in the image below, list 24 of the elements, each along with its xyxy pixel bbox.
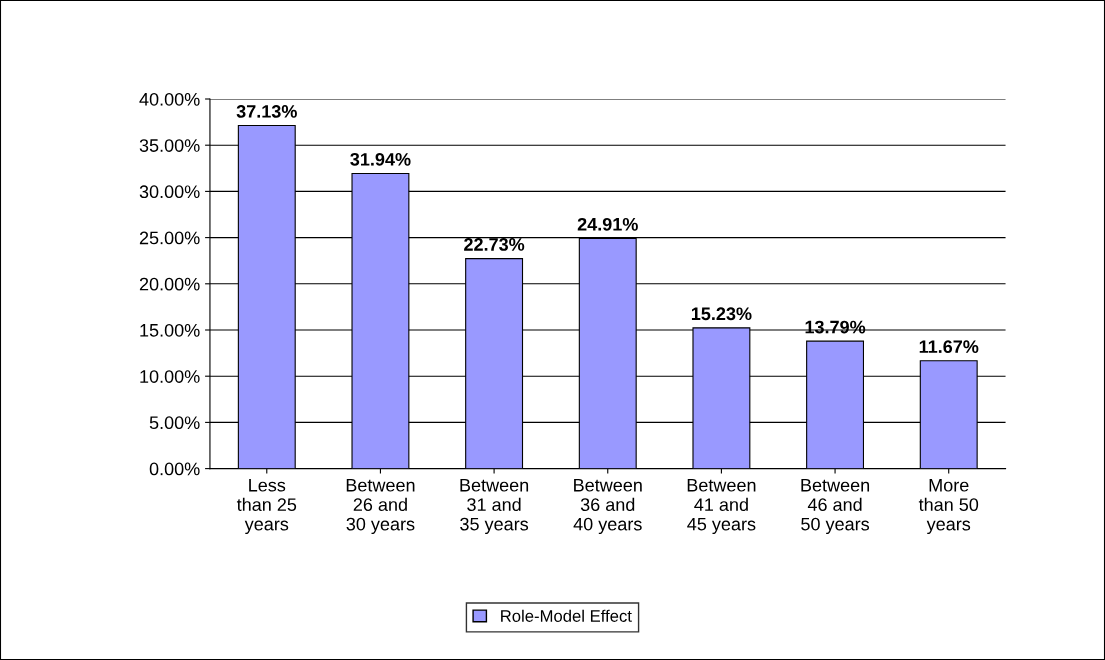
data-label: 37.13% [236, 105, 297, 118]
data-label: 24.91% [577, 217, 638, 231]
x-tick-label: Between 46 and 50 years [801, 478, 870, 535]
y-tick-label: 30.00% [139, 185, 200, 199]
y-tick-label: 35.00% [139, 139, 200, 152]
x-tick-label: Between 31 and 35 years [460, 478, 529, 535]
y-tick-label: 10.00% [140, 370, 200, 383]
legend-label: Role-Model Effect [501, 609, 632, 622]
x-tick-label: Between 26 and 30 years [346, 478, 415, 535]
data-label: 15.23% [691, 307, 752, 321]
x-tick-label: Less than 25 years [236, 478, 297, 535]
y-tick-label: 40.00% [139, 92, 200, 106]
data-label: 13.79% [805, 320, 866, 334]
y-tick-label: 25.00% [139, 231, 200, 245]
data-label: 31.94% [350, 152, 411, 166]
data-label: 22.73% [464, 238, 525, 251]
x-tick-label: Between 41 and 45 years [687, 478, 756, 535]
x-tick-label: Between 36 and 40 years [573, 478, 642, 535]
y-tick-label: 20.00% [139, 277, 200, 291]
data-label: 11.67% [919, 340, 979, 354]
y-tick-label: 0.00% [149, 462, 200, 476]
y-tick-label: 5.00% [149, 416, 200, 430]
y-tick-label: 15.00% [140, 323, 200, 337]
x-tick-label: More than 50 years [918, 478, 979, 535]
